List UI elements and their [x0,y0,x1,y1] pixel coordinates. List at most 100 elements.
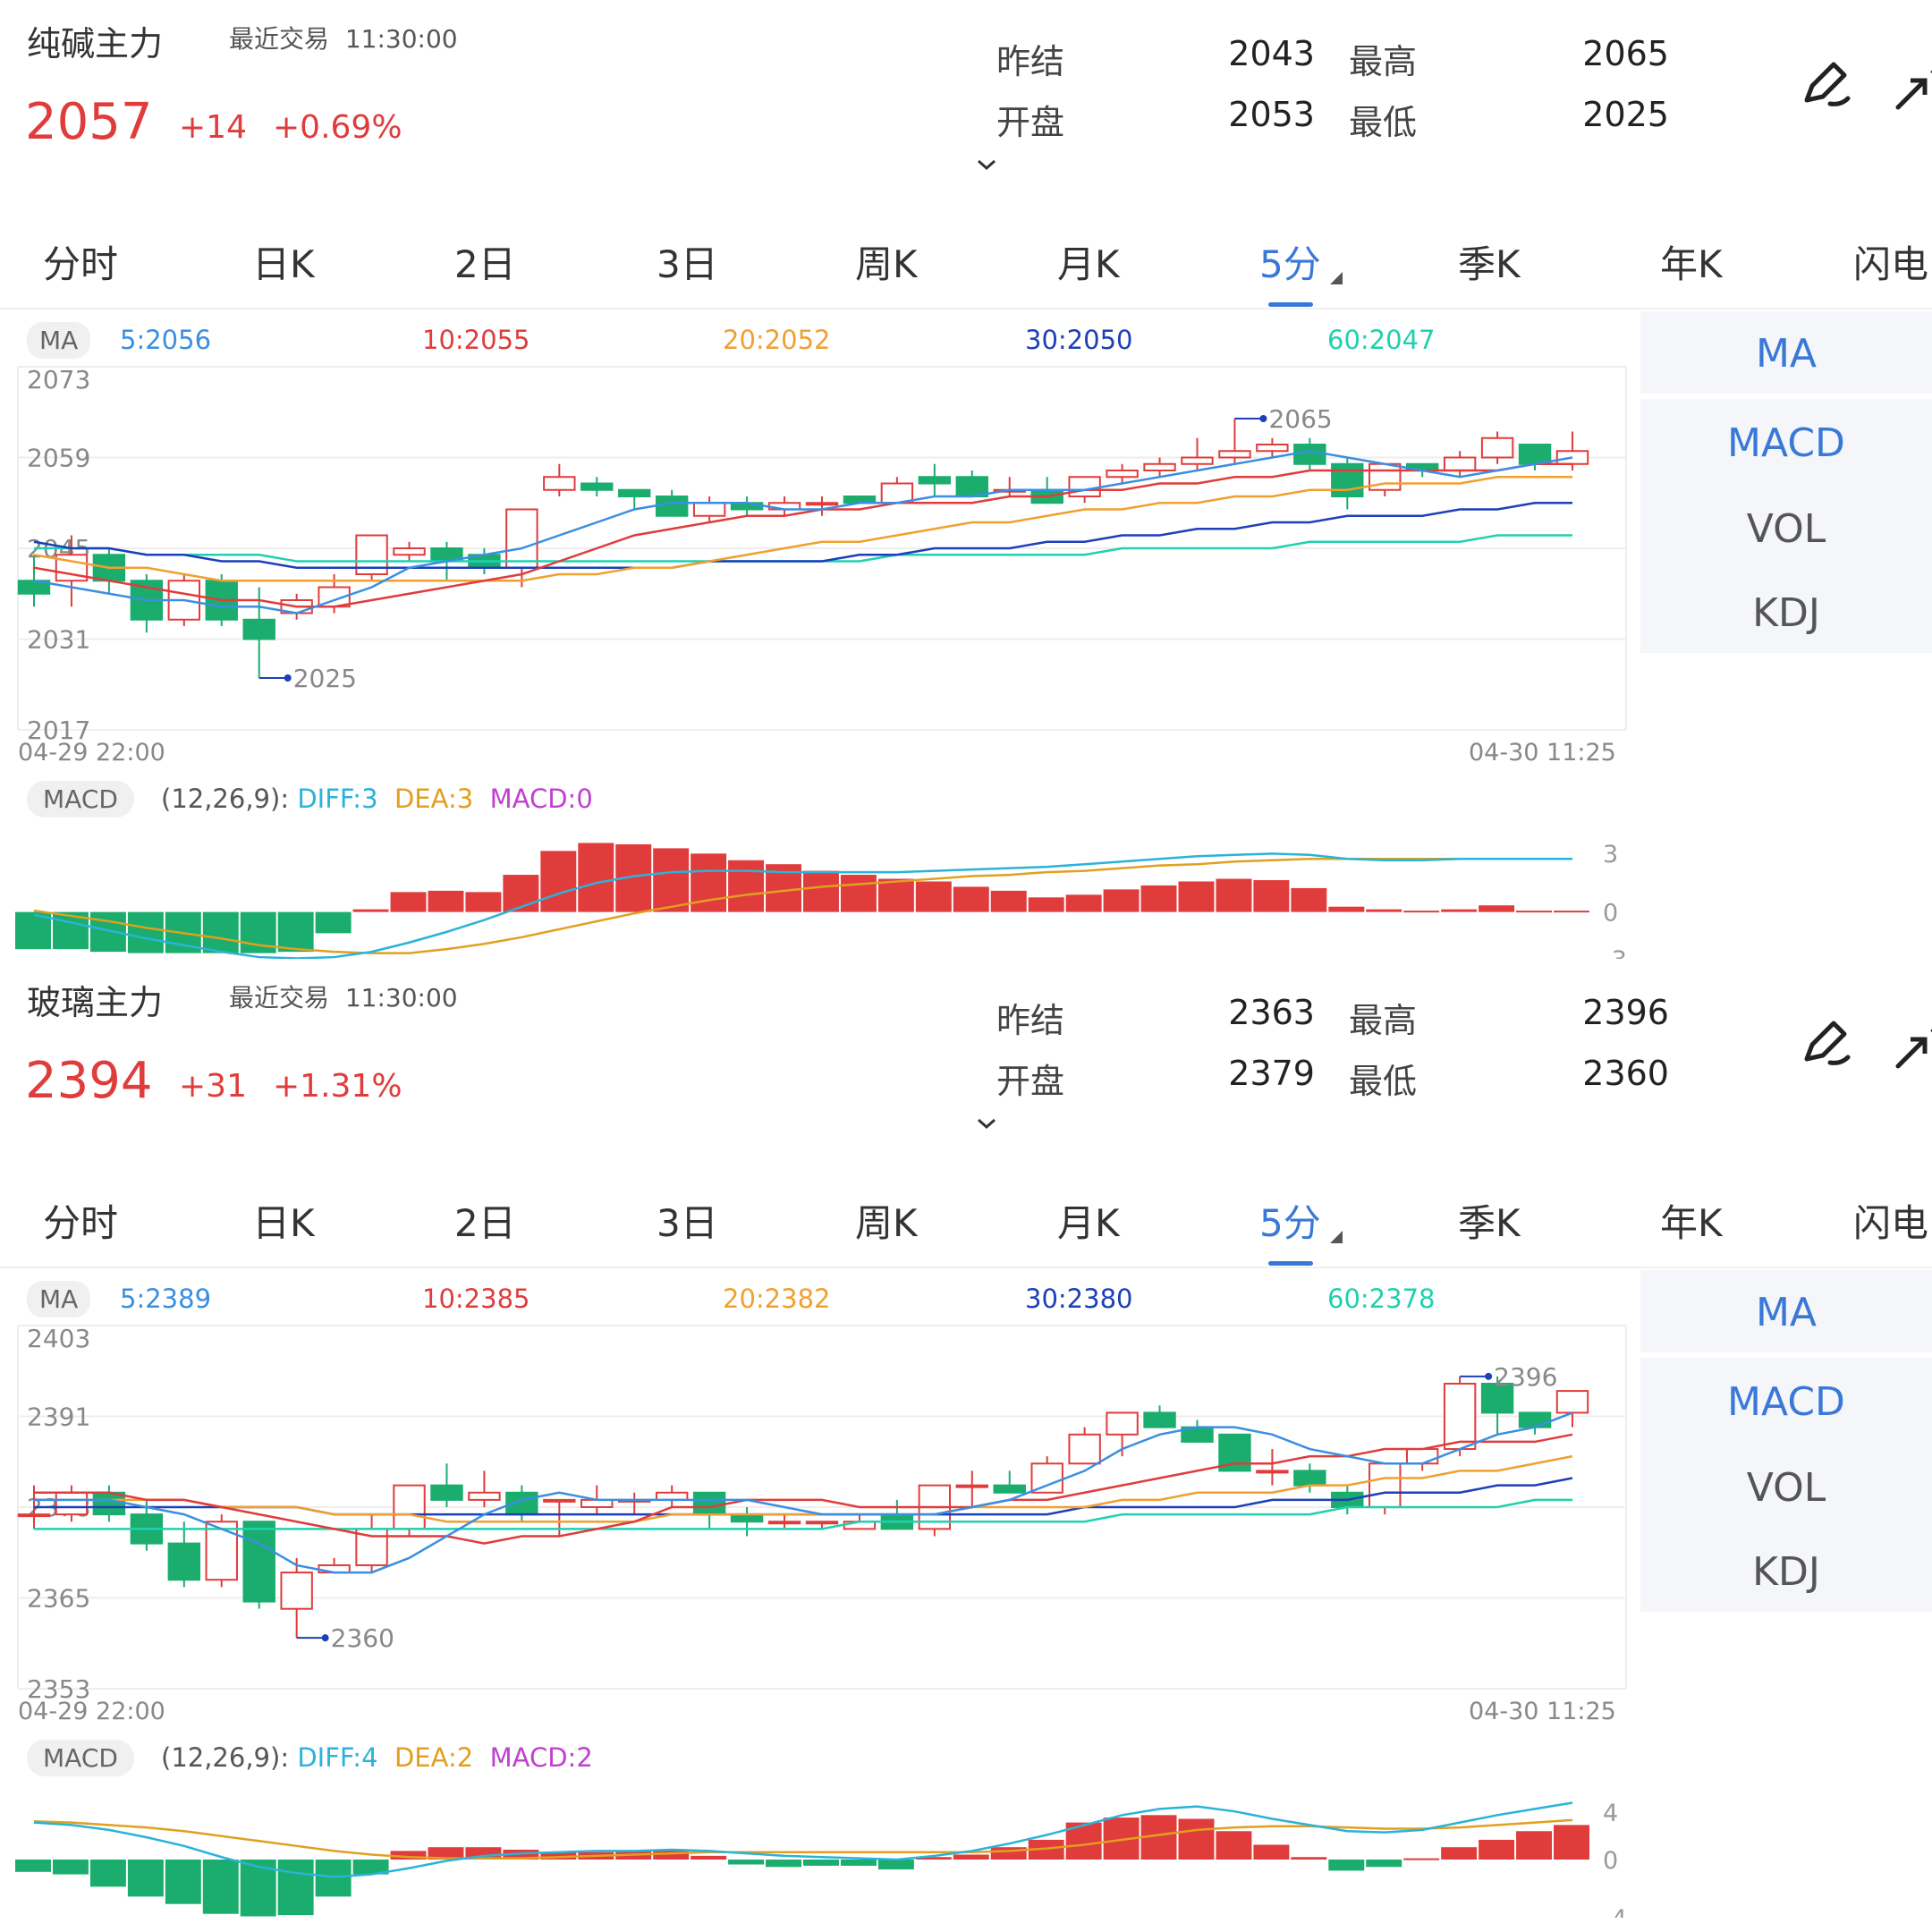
x-end-label: 04-30 11:25 [1469,1698,1616,1725]
candle-body [1480,436,1514,459]
candle-body [393,1484,426,1530]
macd-bar [89,1860,126,1887]
macd-bar [1516,1831,1553,1860]
edit-pen-icon[interactable] [1794,54,1857,116]
tab-8[interactable]: 年K [1660,242,1723,286]
candle-body [805,1521,839,1525]
candle-body [1181,456,1214,465]
tab-7[interactable]: 季K [1458,242,1521,286]
candle-body [1443,1382,1477,1451]
edit-pen-icon[interactable] [1794,1013,1857,1075]
macd-bar [1291,1857,1327,1860]
indicator-side-menu [1640,1270,1932,1612]
candle-body [1331,462,1364,497]
tab-9[interactable]: 闪电 [1853,242,1929,286]
high-label: 最高 [1349,1001,1418,1040]
tab-2[interactable]: 2日 [454,1201,516,1245]
open-label: 开盘 [996,103,1065,142]
macd-bar [1328,1860,1365,1871]
candle-body [393,547,426,556]
side-menu-ma[interactable]: MA [1755,1290,1818,1335]
macd-bar [390,1851,427,1860]
macd-bar [1103,889,1140,912]
chevron-down-icon[interactable] [973,1111,1000,1138]
tab-3[interactable]: 3日 [657,242,718,286]
macd-bar [840,875,877,912]
macd-bar [503,1849,539,1860]
side-menu-vol[interactable]: VOL [1746,1465,1826,1511]
macd-bar [915,881,952,912]
macd-readout: (12,26,9): DIFF:3 DEA:3 MACD:0 [161,784,593,814]
low-label: 最低 [1349,103,1418,142]
candle-body [468,1491,501,1501]
tab-5[interactable]: 月K [1057,1201,1120,1245]
macd-bar [1403,1858,1440,1860]
macd-chip[interactable]: MACD [27,1740,134,1776]
tab-0[interactable]: 分时 [43,1201,119,1245]
tab-dropdown-triangle-icon[interactable] [1330,1231,1343,1243]
active-tab-indicator [1268,1261,1313,1266]
high-marker-label: 2065 [1268,404,1332,434]
side-menu-kdj[interactable]: KDJ [1752,1549,1820,1595]
side-menu-kdj[interactable]: KDJ [1752,590,1820,636]
futures-panel: 玻璃主力 最近交易 11:30:00 2394 +31 +1.31% 昨结 23… [0,959,1932,1918]
expand-arrow-icon[interactable] [1889,1013,1932,1075]
candle-body [1143,462,1176,471]
macd-bar [127,1860,164,1897]
candle-body [92,1491,126,1516]
y-tick-label: 2353 [27,1674,90,1704]
ma-chip[interactable]: MA [27,322,91,359]
tab-1[interactable]: 日K [252,242,315,286]
tab-1[interactable]: 日K [252,1201,315,1245]
candle-body [1518,1411,1552,1428]
macd-bar [1366,909,1402,912]
macd-bar [578,843,614,912]
ma20-line [33,476,1572,582]
candle-body [205,1521,238,1581]
tab-4[interactable]: 周K [855,1201,918,1245]
ma-chip[interactable]: MA [27,1281,91,1318]
tab-7[interactable]: 季K [1458,1201,1521,1245]
candle-body [692,1491,726,1516]
tab-2[interactable]: 2日 [454,242,516,286]
macd-bar [1554,1825,1589,1860]
candle-body [242,618,275,640]
macd-bar [127,911,164,953]
candle-body [993,1484,1026,1494]
tab-8[interactable]: 年K [1660,1201,1723,1245]
tab-6[interactable]: 5分 [1259,242,1321,286]
tab-5[interactable]: 月K [1057,242,1120,286]
kline-chart[interactable]: 240323912378236523532396236040-4 [0,1317,1640,1918]
macd-tick-label: 0 [1603,900,1618,928]
expand-arrow-icon[interactable] [1889,54,1932,116]
candle-body [242,1521,275,1603]
macd-bar [428,890,464,912]
side-menu-vol[interactable]: VOL [1746,506,1826,552]
low-value: 2360 [1582,1054,1669,1093]
tab-3[interactable]: 3日 [657,1201,718,1245]
candle-body [1106,1411,1139,1436]
side-menu-macd[interactable]: MACD [1727,420,1845,466]
macd-bar [653,848,690,912]
side-menu-macd[interactable]: MACD [1727,1379,1845,1425]
macd-bar [1028,1839,1064,1860]
y-tick-label: 2365 [27,1584,90,1614]
macd-bar [953,1854,989,1860]
tab-0[interactable]: 分时 [43,242,119,286]
tab-4[interactable]: 周K [855,242,918,286]
macd-chip[interactable]: MACD [27,781,134,818]
macd-bar [1441,1847,1478,1860]
macd-tick-label: 4 [1603,1800,1618,1827]
macd-bar [390,892,427,912]
tab-6[interactable]: 5分 [1259,1201,1321,1245]
macd-bar [503,875,539,912]
chevron-down-icon[interactable] [973,152,1000,179]
candle-body [55,1491,89,1516]
ma60-value: 60:2378 [1327,1284,1436,1314]
high-value: 2396 [1582,993,1669,1032]
tab-dropdown-triangle-icon[interactable] [1330,272,1343,284]
side-menu-ma[interactable]: MA [1755,331,1818,377]
low-value: 2025 [1582,95,1669,134]
tab-9[interactable]: 闪电 [1853,1201,1929,1245]
